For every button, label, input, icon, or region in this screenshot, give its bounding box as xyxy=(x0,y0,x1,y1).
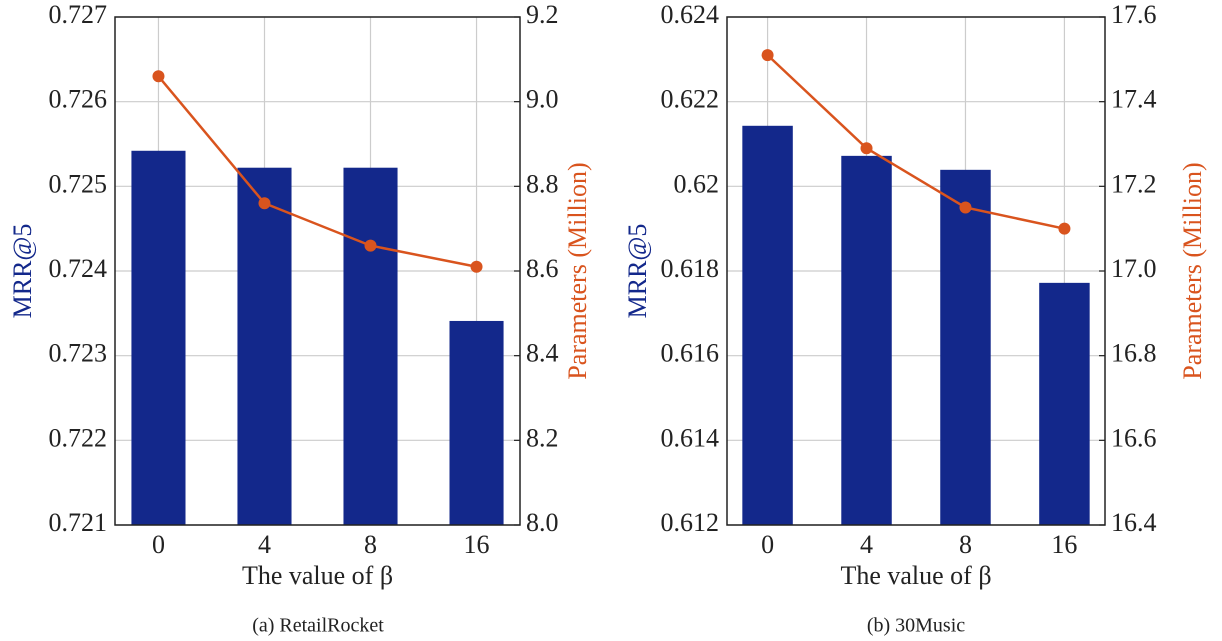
bar xyxy=(131,150,186,526)
x-axis-label: The value of β xyxy=(840,561,991,590)
line-point xyxy=(1058,222,1071,235)
plot-frame xyxy=(114,16,521,526)
y2-tick-label: 17.0 xyxy=(1111,254,1157,283)
y-axis-label: MRR@5 xyxy=(8,224,37,319)
caption: (b) 30Music xyxy=(867,615,965,637)
line-point xyxy=(860,142,873,155)
line-point xyxy=(152,70,165,83)
line xyxy=(766,54,1065,230)
line-point xyxy=(761,49,774,62)
y2-tick-label: 17.4 xyxy=(1111,85,1157,114)
line-point xyxy=(959,201,972,214)
y2-tick-label: 8.6 xyxy=(526,254,559,283)
bar xyxy=(841,155,892,525)
y2-tick-label: 8.4 xyxy=(526,339,559,368)
x-tick-label: 8 xyxy=(959,530,972,559)
y-tick-label: 0.724 xyxy=(49,254,108,283)
y2-tick-label: 17.2 xyxy=(1111,169,1157,198)
x-tick-label: 4 xyxy=(258,530,271,559)
bar xyxy=(343,167,398,525)
x-tick-label: 4 xyxy=(860,530,873,559)
bar xyxy=(449,320,504,525)
plot-frame xyxy=(726,16,1106,526)
y2-tick-label: 16.4 xyxy=(1111,508,1157,537)
x-tick-label: 0 xyxy=(761,530,774,559)
line-point xyxy=(470,260,483,273)
y-tick-label: 0.726 xyxy=(49,85,108,114)
y2-tick-label: 17.6 xyxy=(1111,0,1157,29)
line xyxy=(157,75,477,268)
y-tick-label: 0.622 xyxy=(661,85,720,114)
y2-tick-label: 9.2 xyxy=(526,0,559,29)
x-tick-label: 8 xyxy=(364,530,377,559)
bar xyxy=(742,125,793,526)
y2-axis-label: Parameters (Million) xyxy=(563,162,592,379)
y-tick-label: 0.723 xyxy=(49,339,108,368)
y-tick-label: 0.624 xyxy=(661,0,720,29)
x-axis-label: The value of β xyxy=(242,561,393,590)
bar xyxy=(237,167,292,525)
y2-tick-label: 16.8 xyxy=(1111,339,1157,368)
y-tick-label: 0.616 xyxy=(661,339,720,368)
caption: (a) RetailRocket xyxy=(252,615,384,637)
line-point xyxy=(364,239,377,252)
y2-tick-label: 9.0 xyxy=(526,85,559,114)
y-axis-label: MRR@5 xyxy=(623,224,652,319)
y-tick-label: 0.62 xyxy=(674,169,720,198)
y-tick-label: 0.614 xyxy=(661,423,720,452)
y-tick-label: 0.721 xyxy=(49,508,108,537)
y2-tick-label: 8.8 xyxy=(526,169,559,198)
y2-axis-label: Parameters (Million) xyxy=(1178,162,1207,379)
y-tick-label: 0.618 xyxy=(661,254,720,283)
bar xyxy=(940,169,991,525)
y2-tick-label: 8.2 xyxy=(526,423,559,452)
y-tick-label: 0.722 xyxy=(49,423,108,452)
y2-tick-label: 8.0 xyxy=(526,508,559,537)
x-tick-label: 0 xyxy=(152,530,165,559)
y2-tick-label: 16.6 xyxy=(1111,423,1157,452)
x-tick-label: 16 xyxy=(464,530,490,559)
y-tick-label: 0.612 xyxy=(661,508,720,537)
x-tick-label: 16 xyxy=(1051,530,1077,559)
y-tick-label: 0.725 xyxy=(49,169,108,198)
line-point xyxy=(258,197,271,210)
bar xyxy=(1039,282,1090,525)
y-tick-label: 0.727 xyxy=(49,0,108,29)
